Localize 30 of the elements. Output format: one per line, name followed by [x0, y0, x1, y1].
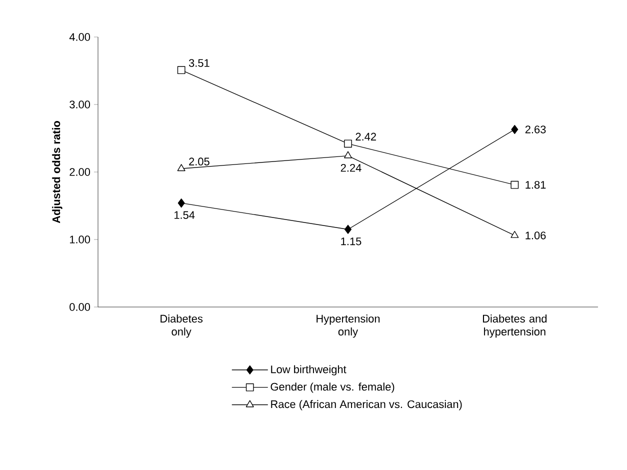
point: [177, 66, 186, 74]
x-tick-label: Diabetes and hypertension: [482, 314, 547, 338]
data-label: 3.51: [188, 59, 210, 67]
data-label: 2.05: [189, 158, 210, 166]
x-tick-label: Diabetes only: [160, 314, 203, 338]
point: [510, 230, 519, 238]
data-label: 2.24: [340, 164, 362, 172]
y-tick-label: 2.00: [70, 168, 90, 176]
y-tick-label: 4.00: [69, 33, 90, 41]
legend-label: Gender (male vs. female): [270, 382, 394, 393]
data-label: 2.42: [356, 132, 376, 140]
y-tick-label: 3.00: [70, 100, 90, 108]
point: [344, 151, 352, 158]
y-tick-label: 1.00: [70, 236, 90, 244]
point: [344, 140, 352, 148]
data-label: 2.63: [525, 126, 546, 134]
y-tick-label: 0.00: [70, 303, 90, 311]
data-label: 1.81: [526, 180, 546, 189]
point: [510, 180, 519, 189]
legend-label: Low birthweight: [271, 365, 346, 376]
legend-label: Race (African American vs. Caucasian): [271, 400, 462, 410]
data-label: 1.06: [526, 232, 546, 240]
x-tick-label: Hypertension only: [316, 314, 380, 338]
point: [511, 124, 518, 134]
data-label: 1.15: [341, 238, 362, 246]
point: [178, 198, 185, 208]
point: [177, 164, 186, 172]
y-axis-title: Adjusted odds ratio: [52, 120, 62, 224]
data-label: 1.54: [174, 211, 195, 219]
point: [344, 224, 352, 234]
